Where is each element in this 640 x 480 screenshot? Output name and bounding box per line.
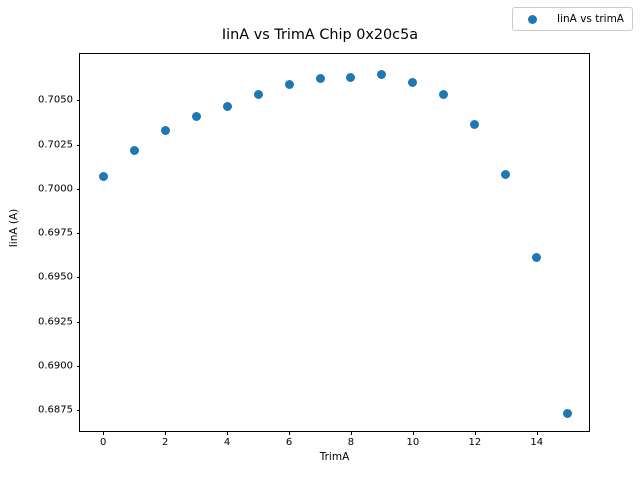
scatter-point	[532, 252, 542, 262]
scatter-point	[98, 171, 108, 181]
scatter-point	[408, 77, 418, 87]
plot-area: 0.6875 0.6900 0.6925 0.6950 0.6975 0.7000 0.70…	[38, 53, 590, 448]
scatter-point	[377, 70, 387, 80]
legend-marker-icon	[527, 14, 537, 24]
y-tick-label: 0.6950	[38, 271, 73, 283]
scatter-point	[439, 90, 449, 100]
x-tick-mark	[412, 431, 414, 435]
legend-marker-wrapper	[519, 14, 545, 24]
chart-title: IinA vs TrimA Chip 0x20c5a	[221, 27, 419, 43]
y-tick-mark	[76, 188, 80, 190]
x-tick-label: 12	[468, 437, 482, 448]
scatter-points-layer	[80, 54, 589, 431]
legend-entry-label: IinA vs trimA	[557, 13, 624, 25]
x-tick-mark	[289, 431, 291, 435]
x-tick-mark	[350, 431, 352, 435]
y-tick-mark	[76, 100, 80, 102]
x-tick-mark	[165, 431, 167, 435]
y-tick-mark	[76, 277, 80, 279]
y-tick-mark	[76, 409, 80, 411]
x-tick-label: 6	[285, 437, 293, 448]
x-axis-label: TrimA	[319, 451, 350, 463]
y-tick-mark	[76, 144, 80, 146]
y-tick-label: 0.6875	[38, 404, 73, 416]
y-tick-label: 0.7050	[38, 94, 73, 106]
x-tick-label: 4	[223, 437, 231, 448]
y-axis-label: IinA (A)	[8, 208, 20, 248]
scatter-point	[253, 90, 263, 100]
y-tick-label: 0.7000	[38, 183, 73, 195]
y-tick-label: 0.7025	[38, 139, 73, 151]
scatter-point	[470, 120, 480, 130]
x-tick-label: 8	[347, 437, 355, 448]
scatter-point	[222, 101, 232, 111]
scatter-point	[501, 169, 511, 179]
x-tick-label: 10	[406, 437, 420, 448]
y-tick-mark	[76, 233, 80, 235]
scatter-point	[315, 73, 325, 83]
scatter-point	[563, 409, 573, 419]
x-tick-mark	[536, 431, 538, 435]
x-tick-label: 14	[530, 437, 544, 448]
chart-legend: IinA vs trimA	[512, 7, 633, 31]
x-tick-mark	[474, 431, 476, 435]
y-tick-label: 0.6900	[38, 360, 73, 372]
scatter-point	[191, 111, 201, 121]
x-tick-label: 2	[161, 437, 169, 448]
scatter-point	[160, 125, 170, 135]
y-tick-label: 0.6925	[38, 316, 73, 328]
y-tick-mark	[76, 365, 80, 367]
y-tick-label: 0.6975	[38, 227, 73, 239]
scatter-point	[129, 145, 139, 155]
scatter-point	[346, 73, 356, 83]
x-tick-mark	[103, 431, 105, 435]
x-tick-mark	[227, 431, 229, 435]
y-tick-mark	[76, 321, 80, 323]
scatter-point	[284, 80, 294, 90]
x-tick-label: 0	[100, 437, 107, 448]
